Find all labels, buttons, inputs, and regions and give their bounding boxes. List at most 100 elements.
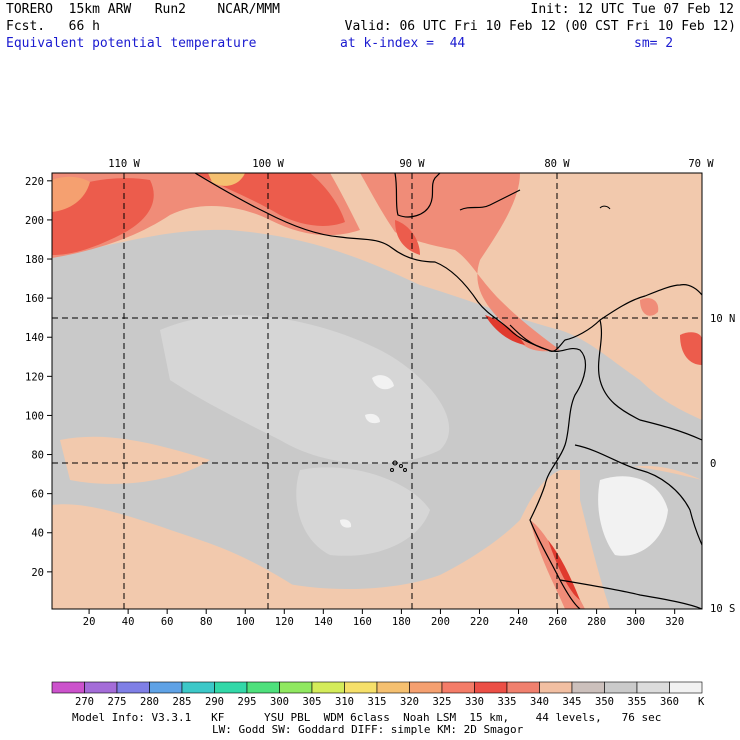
- forecast-hour: Fcst. 66 h: [6, 19, 100, 34]
- lat-label-10n: 10 N: [710, 313, 735, 325]
- x-tick-label: 260: [548, 616, 567, 628]
- field-white-speck-2: [365, 413, 380, 424]
- smoothing-info: sm= 2: [634, 36, 674, 51]
- colorbar-label: 360: [660, 696, 679, 708]
- field-ca-land: [360, 173, 560, 352]
- colorbar-swatch: [214, 681, 248, 694]
- colorbar-swatch: [441, 681, 475, 694]
- x-tick-label: 100: [236, 616, 255, 628]
- colorbar-swatch: [636, 681, 670, 694]
- x-tick-label: 240: [509, 616, 528, 628]
- x-tick-label: 140: [314, 616, 333, 628]
- colorbar-swatch: [409, 681, 443, 694]
- x-tick-label: 120: [275, 616, 294, 628]
- model-info-line2: LW: Godd SW: Goddard DIFF: simple KM: 2D…: [212, 723, 524, 736]
- colorbar-label: 280: [140, 696, 159, 708]
- lon-label-110w: 110 W: [108, 158, 140, 170]
- lon-label-70w: 70 W: [688, 158, 714, 170]
- y-axis-ticks: 20 40 60 80 100 120 140 160 180 200 220: [25, 176, 52, 579]
- colorbar-swatch: [311, 681, 345, 694]
- model-info-line1: Model Info: V3.3.1 KF YSU PBL WDM 6class…: [72, 711, 662, 724]
- colorbar-label: 335: [498, 696, 517, 708]
- colorbar: 270 275 280 285 290 295 300 305 310 315 320 325 330 3…: [51, 681, 703, 708]
- colorbar-swatch: [246, 681, 280, 694]
- colorbar-unit: K: [698, 696, 705, 708]
- x-tick-label: 180: [392, 616, 411, 628]
- y-tick-label: 140: [25, 332, 44, 344]
- y-tick-label: 200: [25, 215, 44, 227]
- colorbar-label: 355: [628, 696, 647, 708]
- field-sa-hot: [680, 332, 702, 365]
- x-tick-label: 220: [470, 616, 489, 628]
- colorbar-label: 295: [238, 696, 257, 708]
- graticule: [52, 173, 702, 609]
- lon-label-100w: 100 W: [252, 158, 284, 170]
- x-tick-label: 280: [587, 616, 606, 628]
- field-grey-light-2: [296, 467, 430, 556]
- field-yellow-patch: [208, 173, 245, 186]
- colorbar-swatch: [669, 681, 703, 694]
- level-info: at k-index = 44: [340, 36, 466, 51]
- y-tick-label: 20: [31, 567, 44, 579]
- y-tick-label: 100: [25, 410, 44, 422]
- field-costa-rica: [485, 315, 525, 345]
- colorbar-label: 270: [75, 696, 94, 708]
- colorbar-swatch: [376, 681, 410, 694]
- y-tick-label: 60: [31, 489, 44, 501]
- x-axis-ticks: 20 40 60 80 100 120 140 160 180 200 220 240 260 280 30…: [83, 609, 684, 628]
- colorbar-swatch: [539, 681, 573, 694]
- lon-label-90w: 90 W: [399, 158, 425, 170]
- y-tick-label: 160: [25, 293, 44, 305]
- x-tick-label: 300: [626, 616, 645, 628]
- colorbar-swatch: [474, 681, 508, 694]
- colorbar-label: 320: [400, 696, 419, 708]
- x-tick-label: 160: [353, 616, 372, 628]
- field-sa-hot2: [640, 298, 659, 316]
- x-tick-label: 320: [665, 616, 684, 628]
- field-peru-core: [548, 540, 580, 600]
- theta-e-field: [52, 173, 702, 609]
- field-name: Equivalent potential temperature: [6, 36, 257, 51]
- lat-label-10s: 10 S: [710, 603, 735, 615]
- colorbar-label: 315: [368, 696, 387, 708]
- colorbar-swatch: [116, 681, 150, 694]
- colorbar-swatch: [344, 681, 378, 694]
- colorbar-label: 275: [108, 696, 127, 708]
- field-orange-nw: [52, 176, 90, 212]
- lat-label-0: 0: [710, 458, 716, 470]
- colorbar-label: 330: [465, 696, 484, 708]
- field-warm-mid: [60, 436, 210, 484]
- y-tick-label: 220: [25, 176, 44, 188]
- colorbar-swatch: [84, 681, 118, 694]
- colorbar-swatch: [571, 681, 605, 694]
- colorbar-label: 305: [303, 696, 322, 708]
- colorbar-label: 325: [433, 696, 452, 708]
- field-hot-coast: [195, 173, 345, 226]
- colorbar-swatch: [279, 681, 313, 694]
- colorbar-label: 310: [335, 696, 354, 708]
- colorbar-label: 350: [595, 696, 614, 708]
- valid-time: Valid: 06 UTC Fri 10 Feb 12 (00 CST Fri …: [344, 19, 736, 34]
- y-tick-label: 40: [31, 528, 44, 540]
- x-tick-label: 40: [122, 616, 135, 628]
- map-frame: [51, 172, 703, 610]
- colorbar-label: 300: [270, 696, 289, 708]
- field-sa-north: [560, 275, 702, 420]
- colorbar-swatch: [506, 681, 540, 694]
- field-amazon-white: [598, 476, 668, 556]
- colorbar-swatch: [604, 681, 638, 694]
- field-white-speck-1: [372, 375, 394, 390]
- colorbar-label: 290: [205, 696, 224, 708]
- colorbar-swatch: [51, 681, 85, 694]
- x-tick-label: 80: [200, 616, 213, 628]
- colorbar-label: 345: [563, 696, 582, 708]
- colorbar-label: 285: [173, 696, 192, 708]
- x-tick-label: 20: [83, 616, 96, 628]
- init-time: Init: 12 UTC Tue 07 Feb 12: [530, 2, 735, 17]
- field-ca-core: [395, 220, 420, 255]
- colorbar-label: 340: [530, 696, 549, 708]
- x-tick-label: 200: [431, 616, 450, 628]
- y-tick-label: 180: [25, 254, 44, 266]
- colorbar-swatch: [149, 681, 183, 694]
